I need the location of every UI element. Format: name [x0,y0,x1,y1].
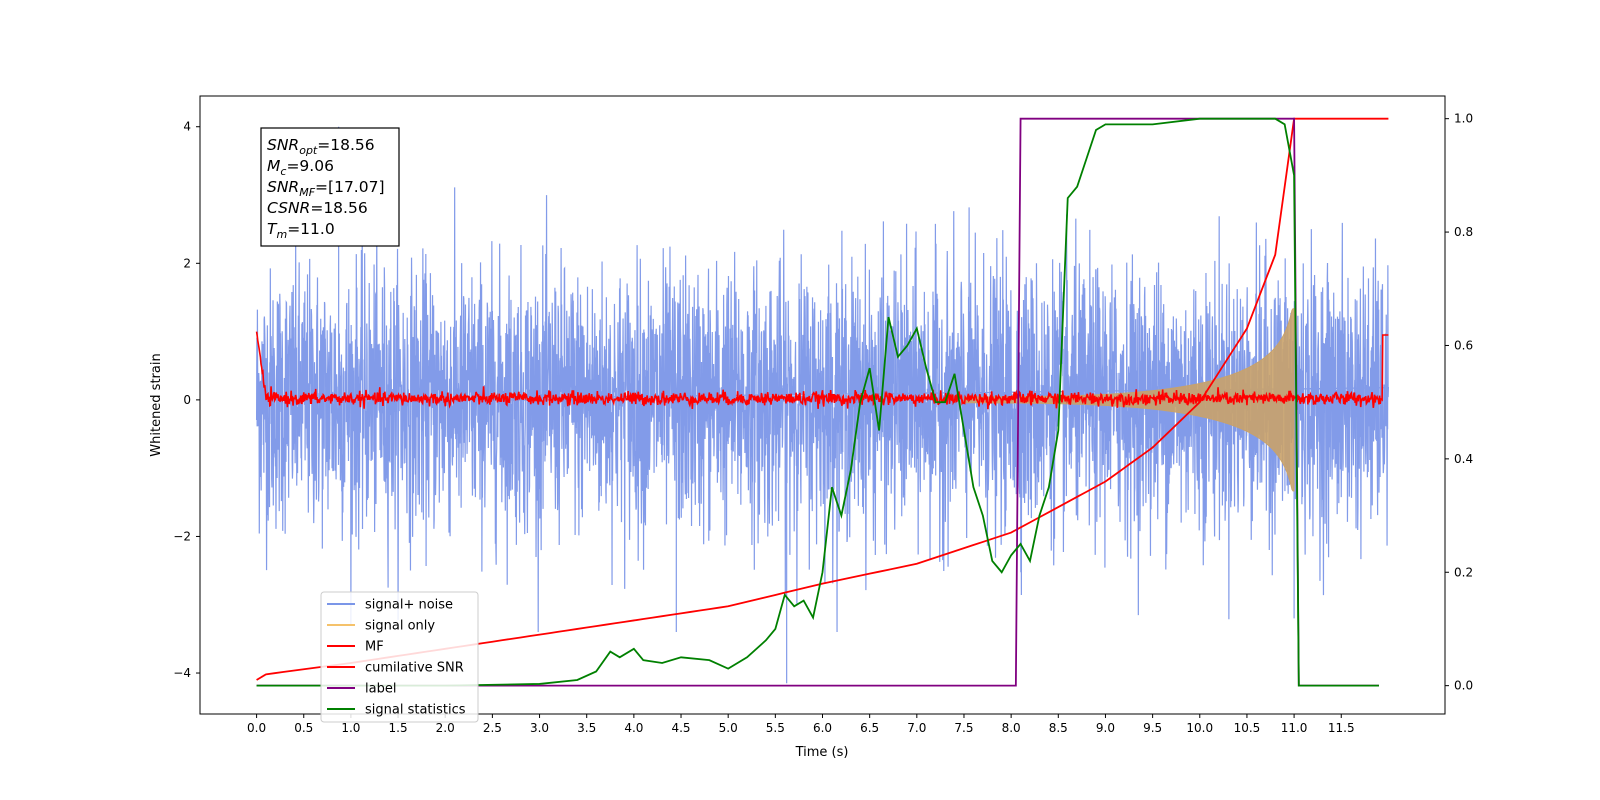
x-tick-label: 7.5 [954,721,973,735]
legend-label: signal+ noise [365,598,453,613]
x-tick-label: 6.5 [860,721,879,735]
y-right-tick-label: 0.0 [1454,679,1473,693]
x-tick-label: 7.0 [907,721,926,735]
x-tick-label: 1.5 [389,721,408,735]
annotation-line: Tm=11.0 [267,220,335,241]
legend-label: cumilative SNR [365,661,464,676]
x-tick-label: 10.5 [1234,721,1261,735]
y-right-tick-label: 0.2 [1454,565,1473,579]
x-tick-label: 4.0 [624,721,643,735]
legend: signal+ noise signal only MF cumilative SNR… [320,591,479,723]
x-tick-label: 5.5 [766,721,785,735]
x-tick-label: 11.0 [1281,721,1308,735]
annotation-line: Mc=9.06 [267,157,334,178]
x-tick-label: 9.5 [1143,721,1162,735]
annotation-line: CSNR=18.56 [267,199,368,217]
x-tick-label: 10.0 [1186,721,1213,735]
x-tick-label: 2.0 [436,721,455,735]
x-axis-label: Time (s) [795,745,849,760]
annotation-line: SNRopt=18.56 [267,136,375,157]
y-right-tick-label: 0.8 [1454,225,1473,239]
x-tick-label: 6.0 [813,721,832,735]
x-tick-label: 3.5 [577,721,596,735]
y-right-tick-label: 0.4 [1454,452,1473,466]
x-tick-label: 11.5 [1328,721,1355,735]
y-axis-label-left: Whitened strain [149,353,164,456]
annotation-line: SNRMF=[17.07] [267,178,385,199]
y-left-tick-label: −4 [173,666,191,680]
x-tick-label: 4.5 [671,721,690,735]
legend-label: MF [365,640,384,655]
y-right-tick-label: 0.6 [1454,338,1473,352]
y-left-tick-label: 0 [183,393,191,407]
x-tick-label: 0.5 [294,721,313,735]
x-tick-label: 1.0 [341,721,360,735]
annotation-frame [260,127,400,247]
x-tick-label: 8.0 [1002,721,1021,735]
x-tick-label: 0.0 [247,721,266,735]
legend-frame [320,591,479,723]
x-tick-label: 5.0 [719,721,738,735]
legend-label: label [365,682,396,697]
legend-label: signal only [365,619,435,634]
y-left-tick-label: 2 [183,256,191,270]
y-right-tick-label: 1.0 [1454,112,1473,126]
x-tick-label: 8.5 [1049,721,1068,735]
snr-annotation-box: SNRopt=18.56Mc=9.06SNRMF=[17.07]CSNR=18.… [260,127,400,247]
x-tick-label: 9.0 [1096,721,1115,735]
x-tick-label: 2.5 [483,721,502,735]
legend-label: signal statistics [365,703,466,718]
series-signal-statistics [256,117,1379,687]
x-tick-label: 3.0 [530,721,549,735]
y-left-tick-label: −2 [173,529,191,543]
y-left-tick-label: 4 [183,120,191,134]
